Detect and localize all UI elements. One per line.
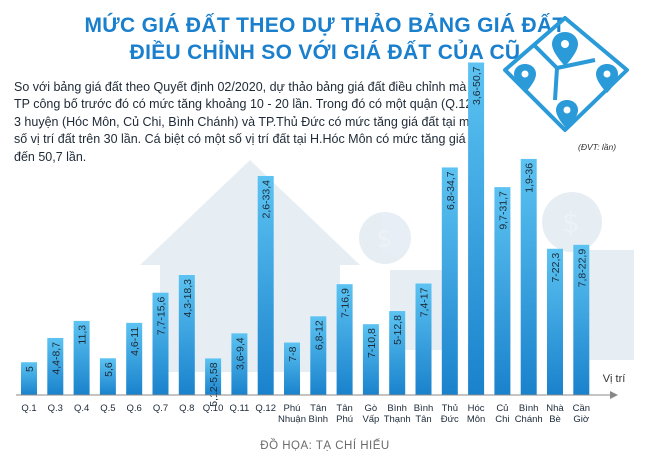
- bar-value-label: 2,6-33,4: [261, 180, 273, 219]
- category-tick-label: Q.6: [127, 403, 142, 414]
- bar-value-label: 7-16,9: [340, 288, 352, 318]
- bar: [520, 158, 537, 395]
- category-tick-label: Q.7: [153, 403, 168, 414]
- category-tick-label: Bình: [414, 403, 434, 414]
- category-tick-label: Q.8: [179, 403, 194, 414]
- bar-value-label: 7-10,8: [366, 328, 378, 358]
- bar-value-label: 5: [24, 366, 36, 372]
- category-tick-label: Q.12: [255, 403, 276, 414]
- bar-value-label: 9,7-31,7: [497, 191, 509, 230]
- bar: [573, 244, 590, 395]
- category-tick-label: Nhuận: [278, 414, 306, 425]
- bar: [468, 62, 485, 396]
- bar: [257, 175, 274, 395]
- bar: [47, 337, 64, 395]
- category-tick-label: Q.11: [229, 403, 249, 414]
- bar: [231, 333, 248, 395]
- category-tick-label: Đức: [441, 414, 459, 425]
- category-tick-label: Bình: [387, 403, 407, 414]
- chart-title-line-1: MỨC GIÁ ĐẤT THEO DỰ THẢO BẢNG GIÁ ĐẤT: [84, 14, 566, 37]
- category-tick-label: Tân: [415, 414, 431, 425]
- bar-value-label: 3,6-50,7: [471, 66, 483, 105]
- bar: [205, 358, 222, 395]
- category-tick-label: Q.10: [203, 403, 224, 414]
- chart-title-line-2: ĐIỀU CHỈNH SO VỚI GIÁ ĐẤT CỦA CŨ: [129, 41, 521, 64]
- graphic-credit: ĐỒ HỌA: TẠ CHÍ HIẾU: [260, 440, 390, 452]
- bar-value-label: 5,6: [103, 362, 115, 377]
- bar: [73, 320, 90, 395]
- bar: [310, 316, 327, 395]
- bar-value-label: 11,3: [77, 325, 89, 345]
- category-tick-label: Bè: [549, 414, 561, 425]
- bar: [389, 311, 406, 395]
- bar: [99, 358, 116, 395]
- category-tick-label: Tân: [310, 403, 326, 414]
- category-tick-label: Củ: [496, 403, 508, 414]
- bar-value-label: 5,12-5,58: [208, 362, 220, 407]
- bar-value-label: 4,6-11: [129, 327, 141, 356]
- bar: [494, 187, 511, 395]
- category-tick-label: Vấp: [362, 414, 379, 425]
- category-tick-label: Q.3: [48, 403, 63, 414]
- x-axis-arrow-icon: [610, 391, 618, 399]
- category-tick-label: Q.1: [21, 403, 36, 414]
- category-tick-label: Nhà: [546, 403, 564, 414]
- svg-text:$: $: [562, 206, 580, 239]
- bar-value-label: 3,6-9,4: [234, 337, 246, 370]
- bar: [178, 274, 195, 395]
- category-tick-label: Q.4: [74, 403, 89, 414]
- svg-text:$: $: [376, 224, 393, 254]
- category-tick-label: Chánh: [515, 414, 543, 425]
- category-tick-label: Môn: [467, 414, 485, 425]
- bar: [441, 167, 458, 395]
- category-tick-label: Q.5: [100, 403, 115, 414]
- intro-paragraph: So với bảng giá đất theo Quyết định 02/2…: [14, 80, 480, 164]
- category-tick-label: Phú: [284, 403, 301, 414]
- bar: [21, 362, 37, 395]
- category-tick-label: Tân: [336, 403, 352, 414]
- category-tick-label: Bình: [519, 403, 539, 414]
- bar-value-label: 7,8-22,9: [576, 249, 588, 288]
- unit-note: (ĐVT: lần): [578, 142, 617, 152]
- bar-value-label: 7-8: [287, 346, 299, 361]
- bar-value-label: 1,9-36: [524, 163, 536, 193]
- bar-value-label: 7-22,3: [550, 253, 562, 283]
- category-tick-label: Thủ: [442, 403, 458, 414]
- category-tick-label: Chi: [495, 414, 509, 425]
- map-pin-icon: [503, 16, 629, 132]
- category-tick-label: Cần: [573, 403, 590, 414]
- bar-value-label: 5-12,8: [392, 315, 404, 345]
- bar: [415, 283, 432, 395]
- bar-value-label: 4,4-8,7: [50, 342, 62, 375]
- bar-value-label: 7,4-17: [419, 287, 431, 317]
- bar-value-label: 6,8-12: [313, 320, 325, 350]
- category-tick-label: Hóc: [468, 403, 485, 414]
- category-tick-label: Thạnh: [384, 414, 411, 425]
- category-tick-label: Gò: [365, 403, 378, 414]
- bar: [284, 342, 300, 395]
- category-tick-label: Phú: [336, 414, 353, 425]
- category-tick-label: Bình: [309, 414, 329, 425]
- bar: [152, 292, 169, 395]
- bar-value-label: 7,7-15,6: [156, 297, 168, 336]
- bar: [547, 248, 563, 395]
- bar-value-label: 6,8-34,7: [445, 171, 457, 210]
- bar: [362, 324, 379, 395]
- x-axis-label: Vị trí: [603, 373, 626, 385]
- bar: [126, 322, 143, 395]
- bar-value-label: 4,3-18,3: [182, 279, 194, 318]
- bar: [336, 284, 353, 395]
- category-tick-label: Giờ: [573, 414, 589, 425]
